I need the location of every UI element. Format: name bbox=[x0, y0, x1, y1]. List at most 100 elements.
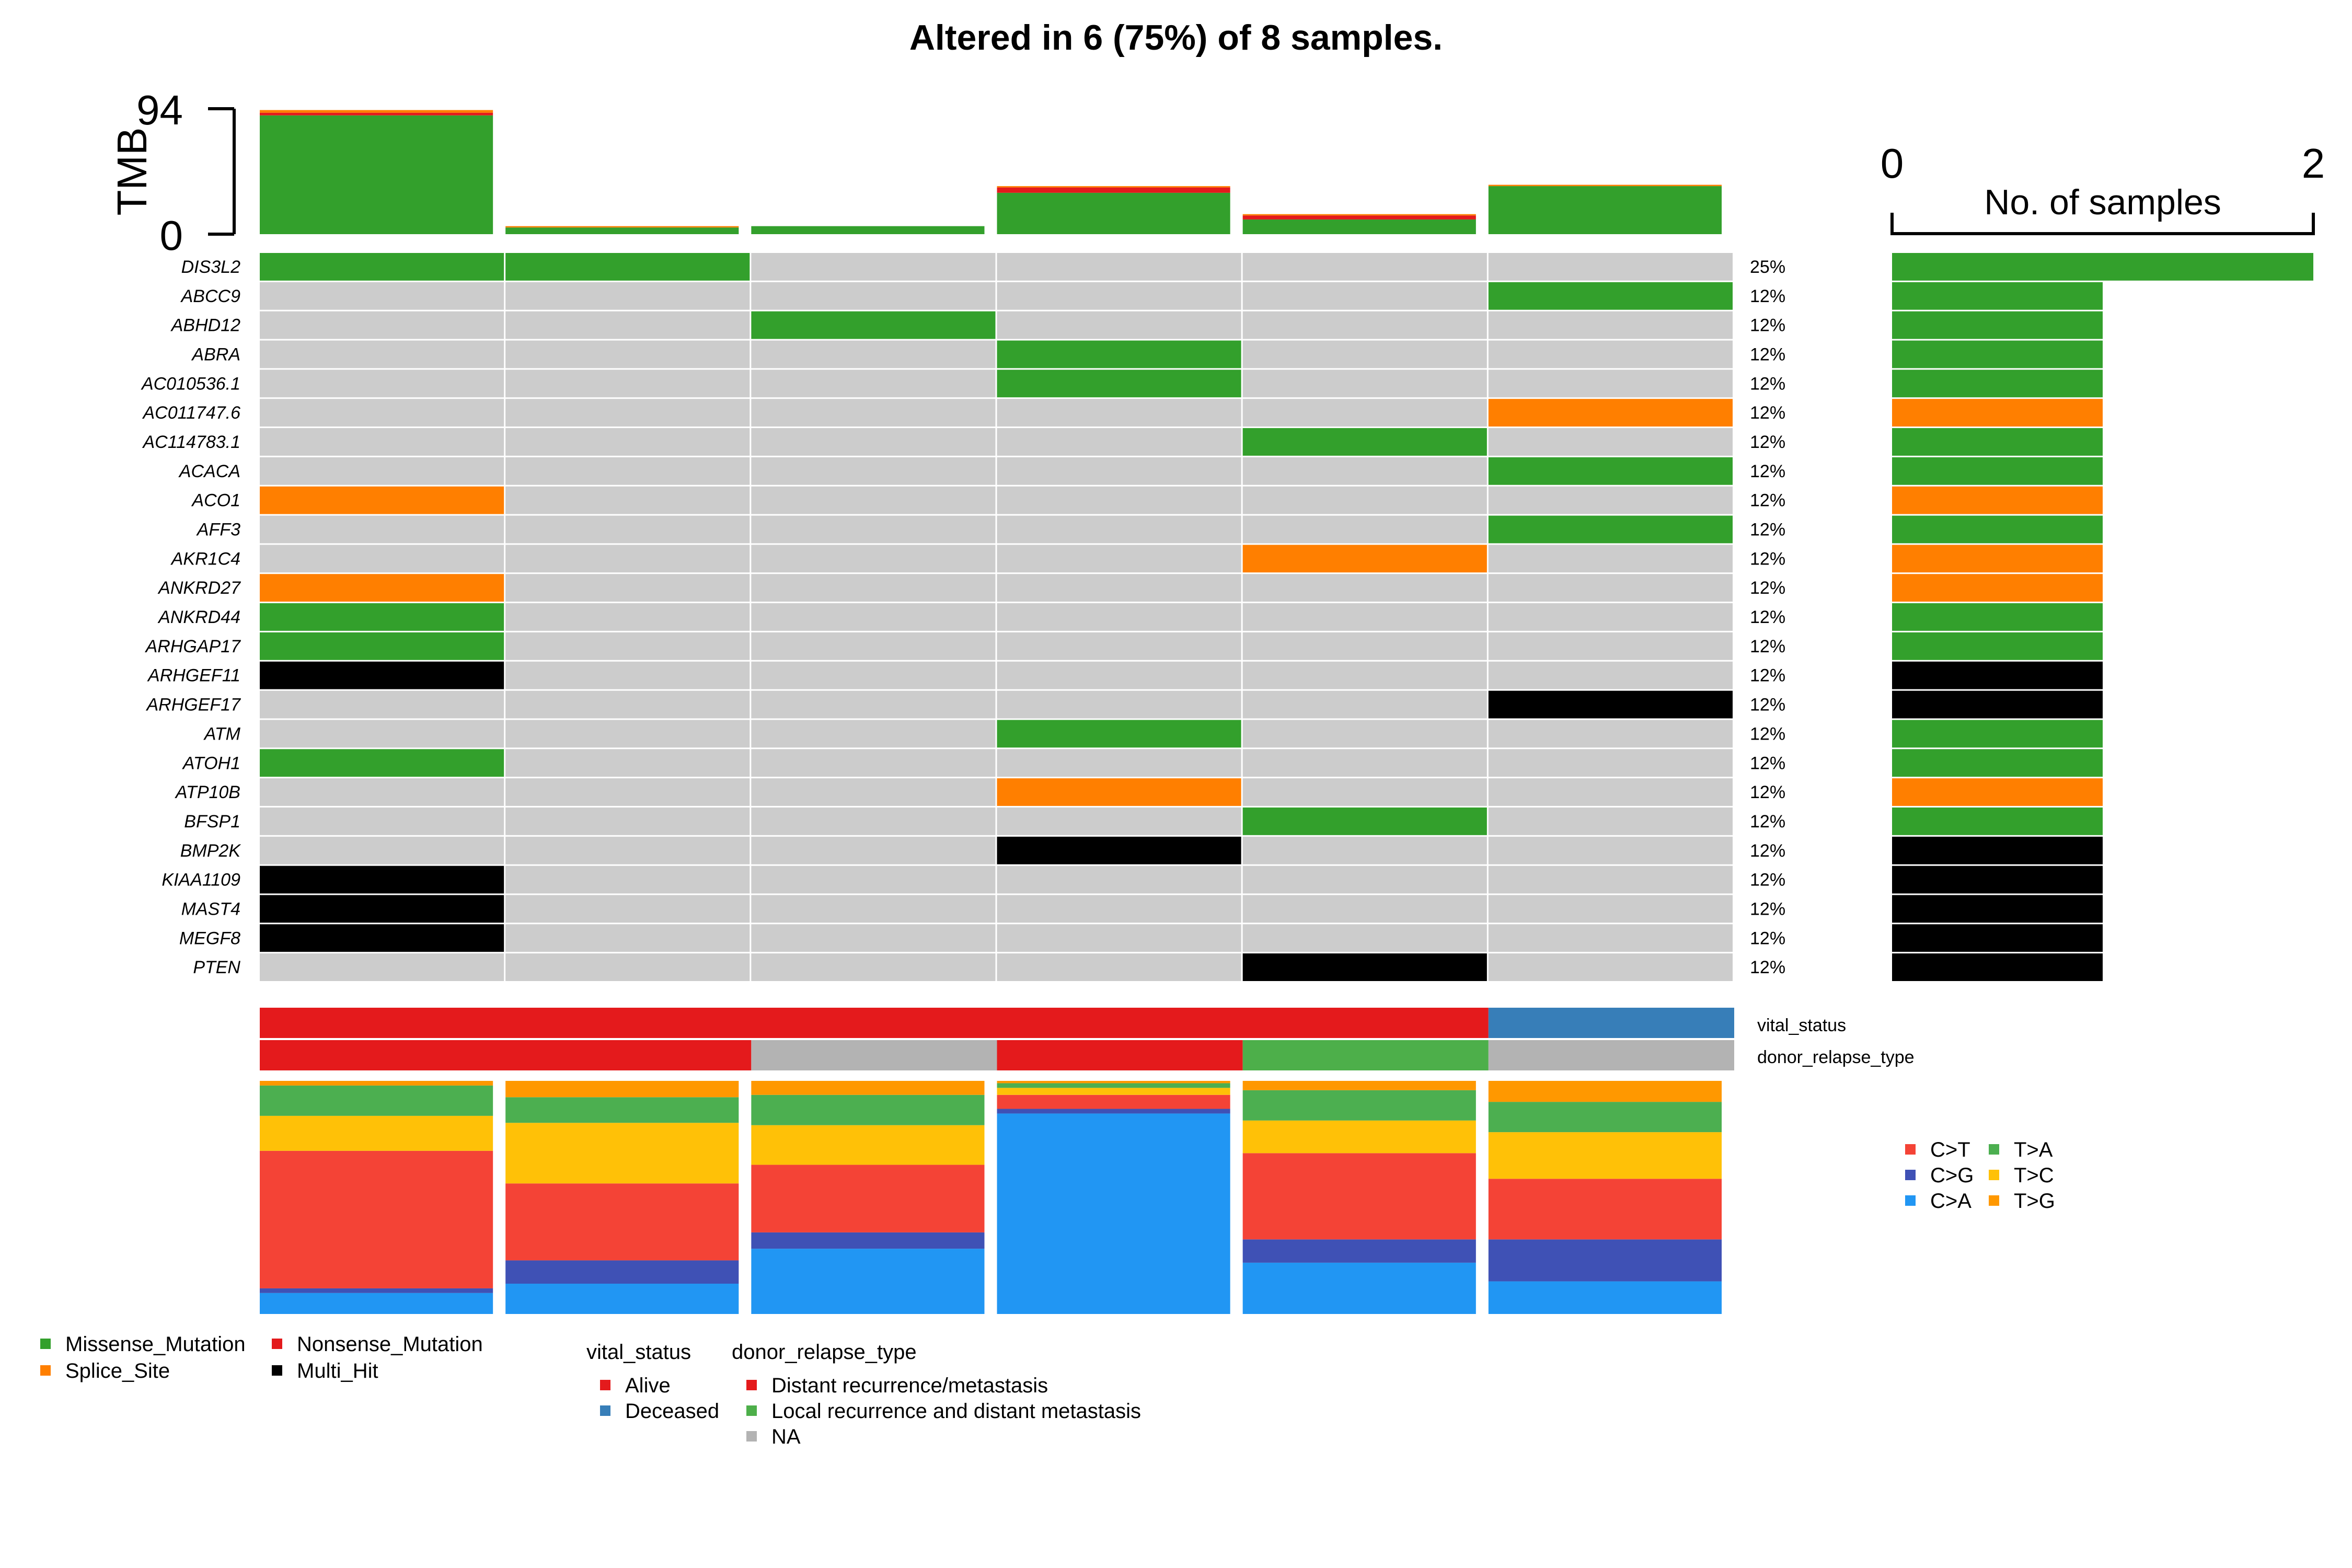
matrix-cell bbox=[260, 282, 504, 310]
matrix-cell bbox=[1488, 457, 1733, 485]
gene-label: DIS3L2 bbox=[181, 257, 240, 277]
matrix-cell bbox=[751, 924, 996, 952]
gene-count-bar bbox=[1892, 807, 2103, 835]
legend-swatch bbox=[1989, 1170, 1999, 1180]
titv-segment bbox=[751, 1165, 985, 1232]
titv-segment bbox=[505, 1284, 739, 1314]
matrix-cell bbox=[260, 953, 504, 981]
matrix-cell bbox=[505, 515, 750, 544]
tmb-axis-label: TMB bbox=[109, 128, 155, 216]
gene-label: BFSP1 bbox=[184, 812, 240, 832]
matrix-cell bbox=[1242, 545, 1487, 573]
matrix-cell bbox=[997, 486, 1241, 514]
annotation-cell bbox=[997, 1040, 1243, 1070]
titv-segment bbox=[997, 1113, 1230, 1314]
gene-label: AFF3 bbox=[196, 520, 240, 540]
matrix-cell bbox=[260, 515, 504, 544]
gene-percent: 12% bbox=[1750, 403, 1785, 423]
annotation-tracks bbox=[260, 1008, 1734, 1070]
annotation-cell bbox=[1242, 1040, 1489, 1070]
gene-label: ACO1 bbox=[191, 491, 240, 511]
tmb-bar-segment bbox=[1242, 214, 1476, 216]
matrix-cell bbox=[997, 428, 1241, 456]
gene-count-bar bbox=[1892, 895, 2103, 923]
legend-swatch bbox=[272, 1339, 282, 1349]
titv-segment bbox=[751, 1094, 985, 1125]
legend-swatch bbox=[40, 1339, 51, 1349]
gene-label: ARHGEF11 bbox=[147, 666, 240, 686]
legend-label: Distant recurrence/metastasis bbox=[771, 1374, 1048, 1397]
annotation-cell bbox=[751, 1040, 997, 1070]
matrix-cell bbox=[260, 720, 504, 748]
titv-segment bbox=[260, 1288, 493, 1293]
titv-segment bbox=[997, 1081, 1230, 1083]
gene-count-bar bbox=[1892, 866, 2103, 894]
matrix-cell bbox=[1242, 778, 1487, 806]
matrix-cell bbox=[997, 720, 1241, 748]
matrix-cell bbox=[1242, 253, 1487, 281]
legend-swatch bbox=[600, 1405, 610, 1416]
gene-label: AKR1C4 bbox=[170, 549, 240, 569]
gene-count-bar bbox=[1892, 749, 2103, 777]
gene-percent: 12% bbox=[1750, 607, 1785, 627]
matrix-cell bbox=[997, 924, 1241, 952]
gene-count-bar bbox=[1892, 399, 2103, 427]
gene-percent: 12% bbox=[1750, 812, 1785, 832]
titv-segment bbox=[997, 1094, 1230, 1109]
matrix-cell bbox=[505, 311, 750, 339]
legend-label: T>C bbox=[2014, 1164, 2054, 1187]
matrix-cell bbox=[751, 749, 996, 777]
matrix-cell bbox=[751, 545, 996, 573]
titv-segment bbox=[1242, 1081, 1476, 1090]
gene-label: ACACA bbox=[178, 462, 240, 481]
gene-percent: 12% bbox=[1750, 666, 1785, 686]
titv-segment bbox=[1488, 1081, 1722, 1102]
tmb-bar-segment bbox=[997, 187, 1230, 193]
titv-segment bbox=[260, 1115, 493, 1151]
matrix-cell bbox=[260, 370, 504, 398]
matrix-cell bbox=[1242, 486, 1487, 514]
matrix-cell bbox=[260, 399, 504, 427]
matrix-cell bbox=[997, 778, 1241, 806]
gene-label: MEGF8 bbox=[179, 928, 240, 948]
matrix-cell bbox=[997, 457, 1241, 485]
matrix-cell bbox=[1242, 661, 1487, 689]
legend-swatch bbox=[272, 1365, 282, 1376]
matrix-cell bbox=[505, 749, 750, 777]
gene-count-bar bbox=[1892, 253, 2313, 281]
matrix-cell bbox=[1488, 836, 1733, 864]
matrix-cell bbox=[1488, 399, 1733, 427]
matrix-cell bbox=[1242, 866, 1487, 894]
matrix-cell bbox=[505, 866, 750, 894]
matrix-cell bbox=[1242, 282, 1487, 310]
matrix-cell bbox=[997, 836, 1241, 864]
legend-label: C>G bbox=[1930, 1164, 1974, 1187]
titv-segment bbox=[505, 1183, 739, 1261]
gene-percent: 12% bbox=[1750, 841, 1785, 861]
legend-label: Local recurrence and distant metastasis bbox=[771, 1400, 1141, 1423]
matrix-cell bbox=[1242, 953, 1487, 981]
gene-count-bar bbox=[1892, 574, 2103, 602]
gene-percent: 12% bbox=[1750, 578, 1785, 598]
gene-percent: 12% bbox=[1750, 928, 1785, 948]
matrix-cell bbox=[751, 632, 996, 660]
gene-label: AC011747.6 bbox=[142, 403, 240, 423]
matrix-cell bbox=[997, 574, 1241, 602]
gene-percent: 12% bbox=[1750, 520, 1785, 540]
variant-legend: Missense_Mutation Nonsense_Mutation Splice… bbox=[40, 1333, 483, 1382]
annotation-cell bbox=[1488, 1008, 1734, 1038]
matrix-cell bbox=[751, 428, 996, 456]
legend-label: Alive bbox=[625, 1374, 671, 1397]
tmb-bar-segment bbox=[260, 110, 493, 113]
gene-label: AC114783.1 bbox=[142, 432, 240, 452]
matrix-cell bbox=[1488, 515, 1733, 544]
gene-percent: 12% bbox=[1750, 899, 1785, 919]
gene-label: ABRA bbox=[191, 344, 240, 364]
matrix-cell bbox=[1488, 545, 1733, 573]
matrix-cell bbox=[997, 253, 1241, 281]
titv-segment bbox=[997, 1083, 1230, 1088]
matrix-cell bbox=[751, 486, 996, 514]
matrix-cell bbox=[505, 457, 750, 485]
matrix-cell bbox=[505, 778, 750, 806]
matrix-cell bbox=[505, 895, 750, 923]
